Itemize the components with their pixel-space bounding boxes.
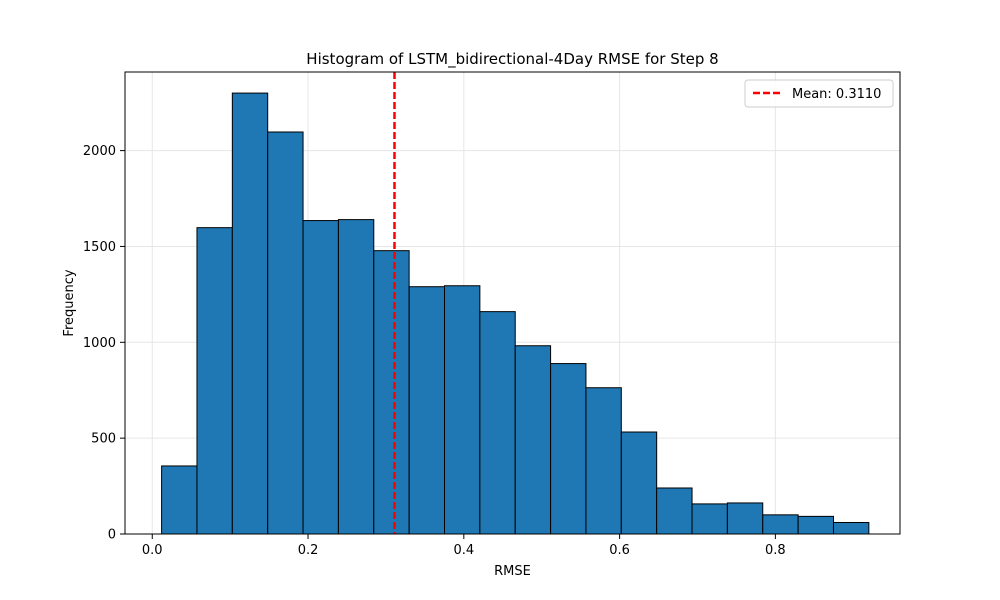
histogram-bar: [161, 465, 198, 535]
histogram-bar: [620, 431, 658, 535]
legend-box: [744, 79, 894, 108]
x-tick-label: 0.6: [609, 543, 630, 558]
histogram-bar: [550, 363, 587, 535]
y-tick-label: 1500: [83, 240, 116, 255]
y-tick-label: 0: [108, 528, 116, 543]
histogram-bar: [373, 250, 410, 535]
histogram-bar: [656, 487, 693, 535]
histogram-bar: [267, 131, 304, 535]
legend-mean-label: Mean: 0.3110: [792, 87, 881, 102]
y-tick-label: 500: [91, 432, 116, 447]
x-tick-label: 0.8: [765, 543, 786, 558]
x-tick-label: 0.2: [298, 543, 319, 558]
plot-frame: [124, 71, 901, 535]
histogram-bar: [479, 311, 516, 535]
y-tick-label: 1000: [83, 336, 116, 351]
y-axis-label: Frequency: [62, 269, 77, 336]
chart-title: Histogram of LSTM_bidirectional-4Day RMS…: [306, 50, 718, 69]
histogram-bar: [337, 219, 375, 535]
histogram-bar: [585, 387, 622, 535]
histogram-bar: [302, 220, 339, 535]
histogram-bar: [797, 515, 834, 535]
x-axis-label: RMSE: [494, 564, 531, 579]
histogram-bar: [762, 514, 799, 535]
x-tick-label: 0.0: [142, 543, 163, 558]
histogram-bar: [196, 227, 233, 535]
y-tick-label: 2000: [83, 144, 116, 159]
histogram-bar: [691, 503, 728, 535]
histogram-bar: [444, 285, 481, 535]
ticks: 0.0 0.2 0.4 0.6 0.8 0 500 1000 1500 2000: [83, 144, 786, 558]
histogram-bar: [832, 521, 870, 535]
histogram-bar: [726, 502, 764, 535]
histogram-bar: [514, 345, 552, 535]
legend: Mean: 0.3110: [744, 79, 894, 108]
histogram-bar: [408, 286, 446, 535]
x-tick-label: 0.4: [453, 543, 474, 558]
histogram-bar: [231, 92, 269, 535]
bars: [161, 92, 870, 535]
